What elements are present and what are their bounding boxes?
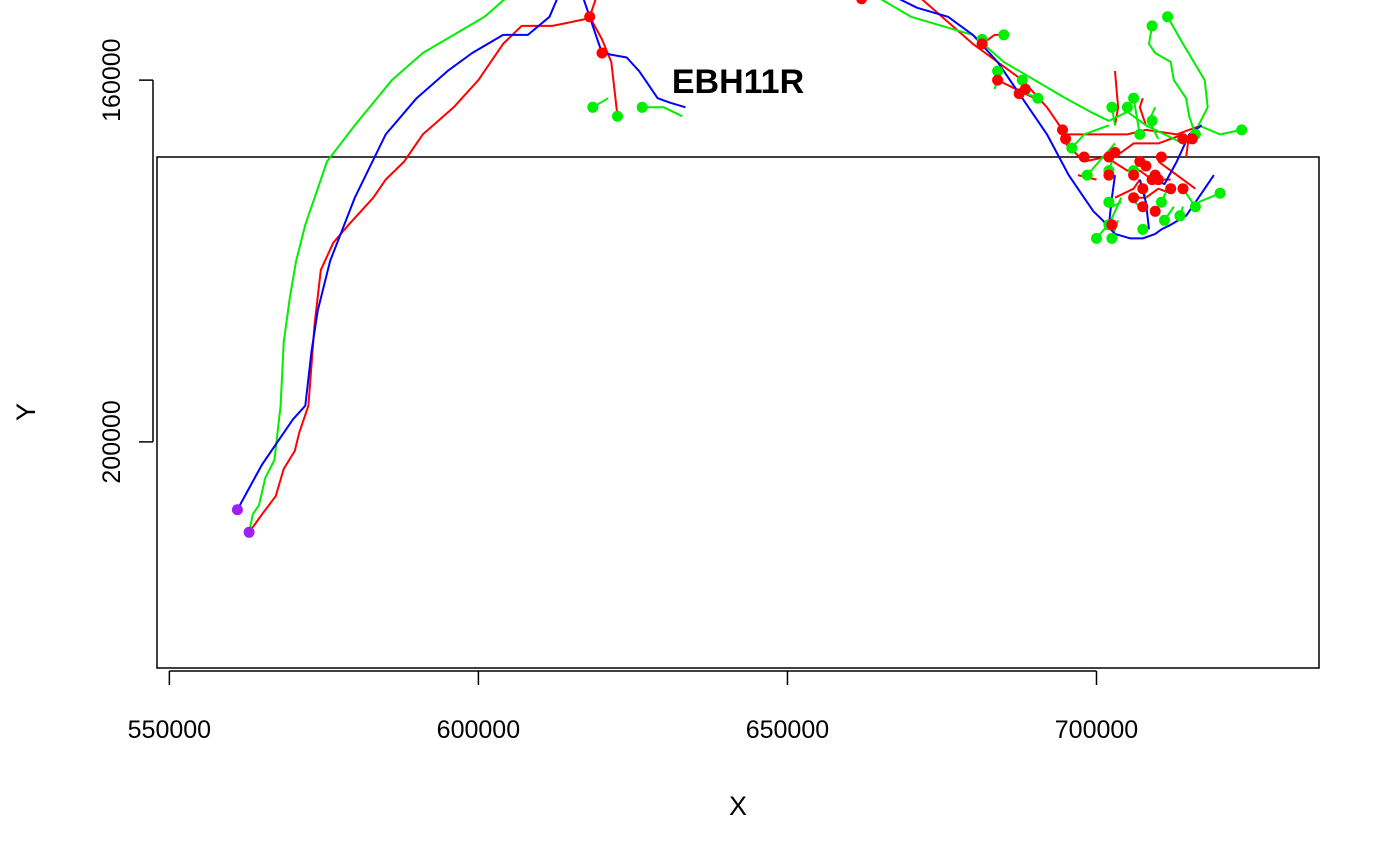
green-point-30 (1174, 210, 1186, 222)
series-blue-branch-0 (582, 0, 686, 109)
green-point-27 (1236, 124, 1248, 136)
red-point-12 (976, 38, 988, 50)
series-red-branch-10 (1114, 71, 1120, 126)
green-point-32 (1155, 196, 1167, 208)
root-point-1 (243, 526, 255, 538)
series-green-branch-17 (1086, 142, 1116, 176)
red-point-33 (1177, 183, 1189, 195)
green-point-20 (1121, 101, 1133, 113)
green-point-8 (636, 101, 648, 113)
red-point-26 (1186, 133, 1198, 145)
x-axis-label: X (729, 791, 747, 821)
green-point-17 (1081, 169, 1093, 181)
series-green-branch-14 (1132, 98, 1141, 135)
green-point-12 (998, 29, 1010, 41)
green-point-24 (1146, 20, 1158, 32)
red-point-15 (1019, 83, 1031, 95)
red-point-37 (1149, 205, 1161, 217)
red-point-17 (1060, 133, 1072, 145)
red-point-20 (1109, 147, 1121, 158)
points-layer (231, 0, 1248, 538)
series-green-branch-12 (1166, 16, 1242, 136)
green-point-7 (612, 110, 623, 122)
red-point-36 (1137, 201, 1149, 213)
x-tick-label-3: 700000 (1055, 716, 1138, 744)
red-point-25 (1177, 133, 1189, 145)
red-point-2 (596, 47, 608, 59)
green-point-19 (1106, 101, 1118, 113)
green-point-28 (1214, 187, 1226, 199)
series-green-branch-16 (1071, 124, 1110, 149)
series-red-branch-14 (1133, 187, 1172, 199)
series-green-branch-7 (642, 106, 683, 118)
green-point-16 (1066, 142, 1078, 154)
y-tick-label-0: 160000 (98, 38, 126, 121)
green-point-23 (1146, 115, 1158, 127)
red-point-11 (856, 0, 867, 5)
green-point-14 (1016, 74, 1028, 86)
green-point-13 (992, 65, 1004, 77)
red-point-28 (1128, 169, 1140, 181)
green-point-29 (1189, 201, 1201, 213)
series-red-branch-12 (1157, 160, 1196, 190)
root-point-0 (231, 504, 243, 516)
series-red-trunk (248, 0, 1171, 533)
green-point-22 (1134, 128, 1146, 140)
green-point-36 (1091, 232, 1102, 244)
series-green-branch-11 (1148, 25, 1197, 135)
red-point-31 (1152, 174, 1164, 186)
green-point-38 (1137, 223, 1149, 235)
y-tick-label-1: 200000 (98, 400, 126, 483)
series-red-branch-15 (1114, 179, 1141, 199)
plot-frame (156, 156, 1320, 669)
green-point-31 (1159, 214, 1170, 226)
red-point-13 (992, 74, 1004, 86)
chart-title: EBH11R (672, 63, 804, 101)
green-point-21 (1128, 92, 1140, 104)
green-point-15 (1032, 92, 1044, 104)
red-point-29 (1137, 183, 1149, 195)
green-point-25 (1162, 11, 1174, 23)
red-point-22 (1140, 160, 1152, 172)
y-axis-label: Y (11, 403, 41, 421)
red-point-1 (584, 11, 596, 23)
series-green-branch-29 (1111, 201, 1122, 208)
red-point-34 (1106, 219, 1118, 231)
x-tick-label-2: 650000 (746, 716, 829, 744)
red-point-24 (1155, 151, 1167, 163)
x-tick-label-1: 600000 (437, 716, 520, 744)
red-point-32 (1165, 183, 1177, 195)
green-point-37 (1106, 232, 1118, 244)
y-axis: 160000 200000 (98, 38, 154, 484)
series-red-branch-11 (1138, 97, 1147, 126)
green-point-6 (587, 101, 599, 113)
series-green-trunk (248, 0, 1184, 533)
red-point-18 (1078, 151, 1090, 163)
red-point-16 (1057, 124, 1068, 136)
x-tick-label-0: 550000 (128, 716, 211, 744)
red-point-27 (1103, 169, 1115, 181)
red-point-35 (1128, 192, 1140, 204)
x-axis: 550000 600000 650000 700000 (128, 670, 1138, 744)
green-point-34 (1103, 196, 1115, 208)
